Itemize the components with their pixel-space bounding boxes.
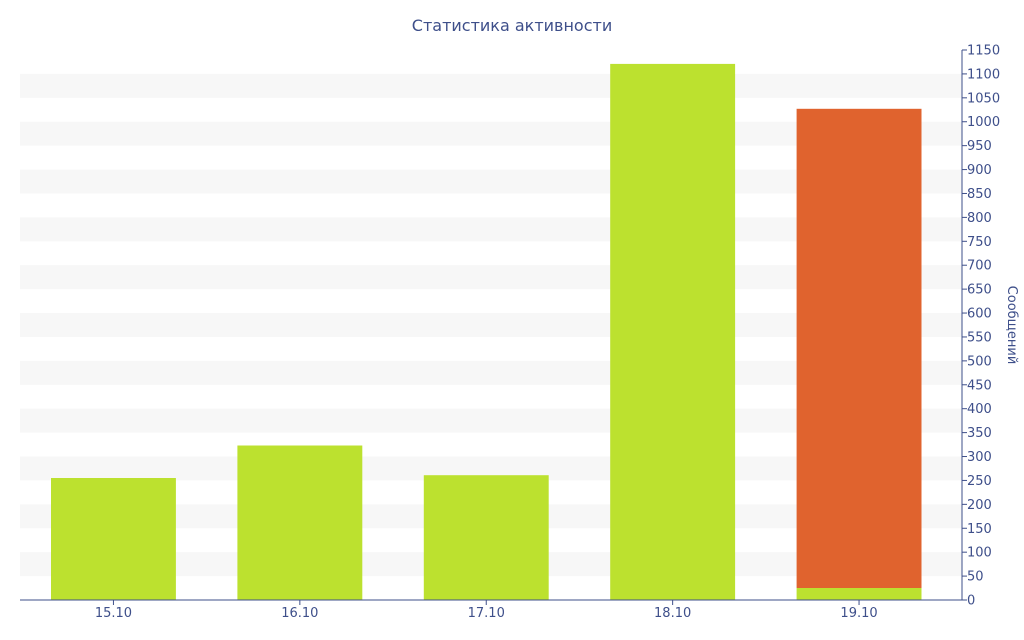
grid-band [20, 73, 962, 98]
x-tick-label: 17.10 [468, 606, 505, 621]
x-tick-label: 16.10 [281, 606, 318, 621]
y-tick-label: 550 [967, 330, 992, 345]
x-tick-label: 18.10 [654, 606, 691, 621]
y-tick-label: 950 [967, 139, 992, 154]
x-tick-label: 19.10 [840, 606, 877, 621]
bar-17.10-series-0 [423, 475, 549, 600]
y-tick-label: 850 [967, 187, 992, 202]
y-tick-label: 350 [967, 426, 992, 441]
y-tick-label: 1150 [967, 44, 1000, 59]
y-tick-label: 650 [967, 283, 992, 298]
y-tick-label: 100 [967, 546, 992, 561]
y-tick-labels: 0 50 100 150 200 250 300 350 400 450 500 550 600 650 7… [967, 44, 1000, 609]
bar-15.10-series-0 [51, 478, 176, 600]
y-tick-label: 700 [967, 259, 992, 274]
y-tick-label: 600 [967, 307, 992, 322]
y-tick-label: 1000 [967, 115, 1000, 130]
y-tick-label: 1100 [967, 67, 1000, 82]
y-tick-label: 450 [967, 378, 992, 393]
bar-19.10-series-0 [796, 588, 922, 600]
y-tick-label: 900 [967, 163, 992, 178]
y-tick-label: 400 [967, 402, 992, 417]
bars [51, 63, 922, 600]
chart-title: Статистика активности [412, 16, 612, 35]
y-tick-label: 300 [967, 450, 992, 465]
y-tick-label: 750 [967, 235, 992, 250]
y-tick-label: 800 [967, 211, 992, 226]
y-tick-label: 1050 [967, 91, 1000, 106]
y-tick-label: 200 [967, 498, 992, 513]
bar-18.10-series-0 [610, 63, 736, 600]
y-tick-label: 500 [967, 354, 992, 369]
bar-16.10-series-0 [237, 445, 363, 600]
bar-19.10-series-1 [796, 108, 922, 589]
x-tick-label: 15.10 [95, 606, 132, 621]
y-axis-label: Сообщений [1004, 286, 1019, 365]
y-tick-label: 150 [967, 522, 992, 537]
x-tick-labels: 15.10 16.10 17.10 18.10 19.10 [95, 606, 878, 621]
axes [20, 49, 967, 605]
y-tick-label: 50 [967, 570, 984, 585]
y-tick-label: 0 [967, 594, 975, 609]
y-tick-label: 250 [967, 474, 992, 489]
